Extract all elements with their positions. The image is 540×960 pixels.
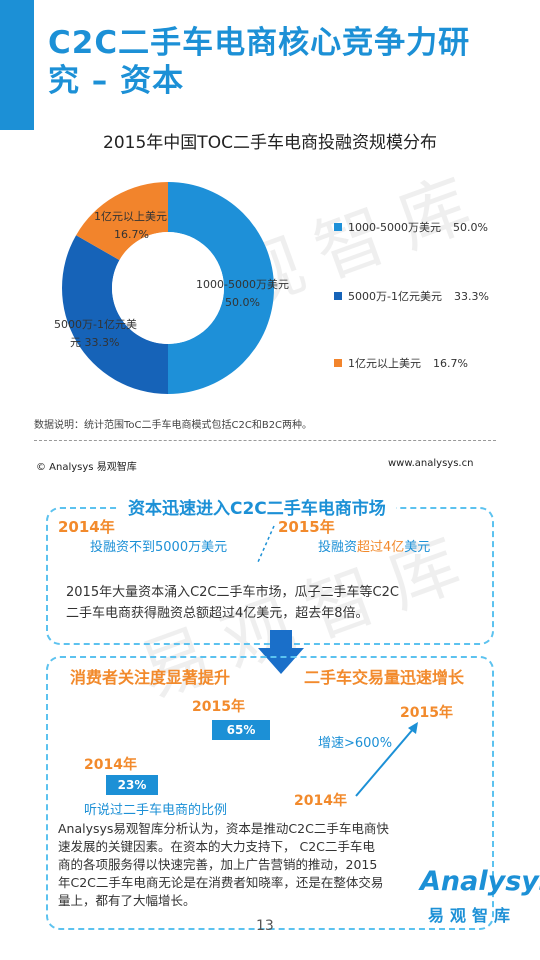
awareness-year-2015: 2015年 bbox=[192, 699, 245, 715]
growth-rate-label: 增速>600% bbox=[318, 736, 393, 751]
volume-year-2015: 2015年 bbox=[400, 705, 453, 721]
awareness-caption: 听说过二手车电商的比例 bbox=[84, 803, 228, 818]
legend-label: 1亿元以上美元 bbox=[348, 357, 421, 370]
donut-chart bbox=[61, 182, 274, 394]
donut-slice-0 bbox=[168, 182, 274, 394]
slice-label-1000-5000-value: 50.0% bbox=[225, 296, 260, 309]
capital-paragraph: 2015年大量资本涌入C2C二手车市场，瓜子二手车等C2C 二手车电商获得融资总… bbox=[66, 582, 399, 624]
legend-label: 1000-5000万美元 bbox=[348, 221, 441, 234]
donut-slice-2 bbox=[76, 182, 168, 261]
chart-title: 2015年中国TOC二手车电商投融资规模分布 bbox=[103, 133, 437, 153]
page-title-line2: 究 – 资本 bbox=[48, 63, 185, 99]
legend-label: 5000万-1亿元美元 bbox=[348, 290, 442, 303]
page-number: 13 bbox=[256, 918, 274, 934]
analysis-paragraph-line: 速发展的关键因素。在资本的大力支持下， C2C二手车电 bbox=[58, 839, 375, 854]
analysis-paragraph-line: 年C2C二手车电商无论是在消费者知晓率，还是在整体交易 bbox=[58, 875, 384, 890]
awareness-value-2015: 65% bbox=[212, 720, 270, 740]
slice-label-5000-1yi-name-cont: 元 bbox=[70, 336, 81, 349]
data-note: 数据说明：统计范围ToC二手车电商模式包括C2C和B2C两种。 bbox=[34, 420, 313, 431]
year-2014-label: 2014年 bbox=[58, 518, 115, 536]
donut-hole bbox=[112, 232, 224, 344]
analysys-logo: Analysys bbox=[420, 866, 540, 897]
slice-label-1yi: 1亿元以上美元 16.7% bbox=[94, 208, 167, 244]
legend-item-1yi: 1亿元以上美元 16.7% bbox=[334, 355, 468, 371]
funding-2015-part-c: 美元 bbox=[404, 540, 431, 555]
slice-label-1000-5000: 1000-5000万美元 50.0% bbox=[196, 276, 289, 312]
legend-value: 50.0% bbox=[452, 220, 488, 234]
analysis-paragraph-line: 商的各项服务得以快速完善，加上广告营销的推动，2015 bbox=[58, 857, 378, 872]
awareness-value-2014: 23% bbox=[106, 775, 158, 795]
page-title-line1: C2C二手车电商核心竞争力研 bbox=[48, 25, 471, 61]
slice-label-5000-1yi-value: 33.3% bbox=[84, 336, 120, 349]
title-accent-bar bbox=[0, 0, 34, 130]
slice-label-1yi-value: 16.7% bbox=[114, 228, 149, 241]
analysys-logo-cn: 易观智库 bbox=[428, 906, 517, 925]
slice-label-5000-1yi: 5000万-1亿元美 元 33.3% bbox=[54, 316, 137, 352]
capital-section-heading: 资本迅速进入C2C二手车电商市场 bbox=[118, 494, 396, 519]
capital-paragraph-line: 2015年大量资本涌入C2C二手车市场，瓜子二手车等C2C bbox=[66, 585, 399, 600]
divider bbox=[34, 440, 496, 441]
slice-label-5000-1yi-name: 5000万-1亿元美 bbox=[54, 318, 137, 331]
legend-value: 33.3% bbox=[453, 289, 489, 303]
slash-divider bbox=[257, 525, 275, 563]
page-title: C2C二手车电商核心竞争力研 究 – 资本 bbox=[48, 24, 518, 100]
analysis-paragraph: Analysys易观智库分析认为，资本是推动C2C二手车电商快 速发展的关键因素… bbox=[58, 820, 389, 910]
legend-swatch bbox=[334, 292, 342, 300]
slice-label-1yi-name: 1亿元以上美元 bbox=[94, 210, 167, 223]
website-url[interactable]: www.analysys.cn bbox=[388, 458, 474, 469]
capital-paragraph-line: 二手车电商获得融资总额超过4亿美元，超去年8倍。 bbox=[66, 606, 369, 621]
legend-value: 16.7% bbox=[433, 356, 468, 370]
funding-2015-text: 投融资超过4亿美元 bbox=[318, 536, 430, 555]
legend-item-1000-5000: 1000-5000万美元 50.0% bbox=[334, 219, 488, 235]
volume-year-2014: 2014年 bbox=[294, 793, 347, 809]
growth-arrow-icon bbox=[355, 722, 418, 797]
down-arrow-icon bbox=[258, 630, 304, 674]
slice-label-5000-1yi-line2: 元 33.3% bbox=[54, 334, 137, 352]
funding-2014-text: 投融资不到5000万美元 bbox=[90, 540, 228, 555]
year-2015-label: 2015年 bbox=[278, 518, 335, 536]
funding-2015-part-b: 超过4亿 bbox=[357, 540, 405, 555]
legend-swatch bbox=[334, 359, 342, 367]
growth-section-box bbox=[46, 656, 494, 930]
slice-label-1000-5000-name: 1000-5000万美元 bbox=[196, 278, 289, 291]
copyright: © Analysys 易观智库 bbox=[36, 462, 137, 473]
legend-item-5000-1yi: 5000万-1亿元美元 33.3% bbox=[334, 288, 489, 304]
legend-swatch bbox=[334, 223, 342, 231]
awareness-heading: 消费者关注度显著提升 bbox=[70, 668, 231, 687]
analysis-paragraph-line: Analysys易观智库分析认为，资本是推动C2C二手车电商快 bbox=[58, 821, 389, 836]
donut-slice-1 bbox=[61, 235, 168, 394]
funding-2015-part-a: 投融资 bbox=[318, 540, 358, 555]
awareness-year-2014: 2014年 bbox=[84, 757, 137, 773]
analysis-paragraph-line: 量上，都有了大幅增长。 bbox=[58, 893, 196, 908]
volume-heading: 二手车交易量迅速增长 bbox=[304, 668, 465, 687]
